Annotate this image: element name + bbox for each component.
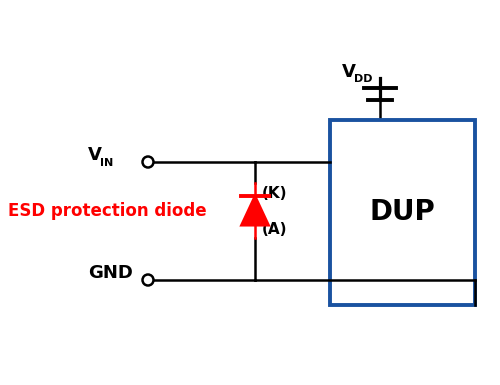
- Text: V: V: [342, 63, 356, 81]
- Polygon shape: [241, 196, 269, 226]
- Text: V: V: [88, 146, 102, 164]
- Text: GND: GND: [88, 264, 133, 282]
- Text: DD: DD: [354, 74, 372, 84]
- Text: (K): (K): [262, 186, 287, 201]
- Text: ESD protection diode: ESD protection diode: [8, 201, 206, 219]
- Bar: [330, 120, 475, 305]
- Text: DUP: DUP: [370, 199, 436, 226]
- Text: (A): (A): [262, 223, 287, 238]
- Text: IN: IN: [100, 158, 113, 168]
